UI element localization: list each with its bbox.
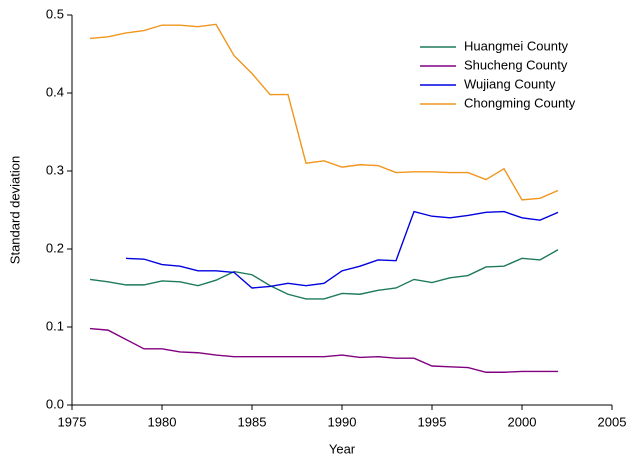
- series-line: [89, 327, 558, 373]
- legend-label: Shucheng County: [464, 57, 568, 72]
- x-axis-label: Year: [329, 441, 356, 456]
- series-line: [89, 23, 559, 201]
- legend-label: Wujiang County: [464, 76, 556, 91]
- x-tick-label: 1975: [58, 414, 87, 429]
- y-tick-label: 0.3: [46, 162, 64, 177]
- y-axis-label: Standard deviation: [7, 156, 22, 264]
- legend-label: Chongming County: [464, 95, 576, 110]
- y-tick-label: 0.0: [46, 396, 64, 411]
- x-tick-label: 1985: [238, 414, 267, 429]
- y-tick-label: 0.5: [46, 6, 64, 21]
- y-tick-label: 0.1: [46, 318, 64, 333]
- y-tick-label: 0.2: [46, 240, 64, 255]
- series-line: [125, 210, 559, 289]
- series-line: [89, 249, 559, 300]
- x-tick-label: 1990: [328, 414, 357, 429]
- x-tick-label: 2005: [598, 414, 627, 429]
- y-tick-label: 0.4: [46, 84, 64, 99]
- x-tick-label: 1980: [148, 414, 177, 429]
- x-tick-label: 2000: [508, 414, 537, 429]
- x-tick-label: 1995: [418, 414, 447, 429]
- legend-label: Huangmei County: [464, 38, 569, 53]
